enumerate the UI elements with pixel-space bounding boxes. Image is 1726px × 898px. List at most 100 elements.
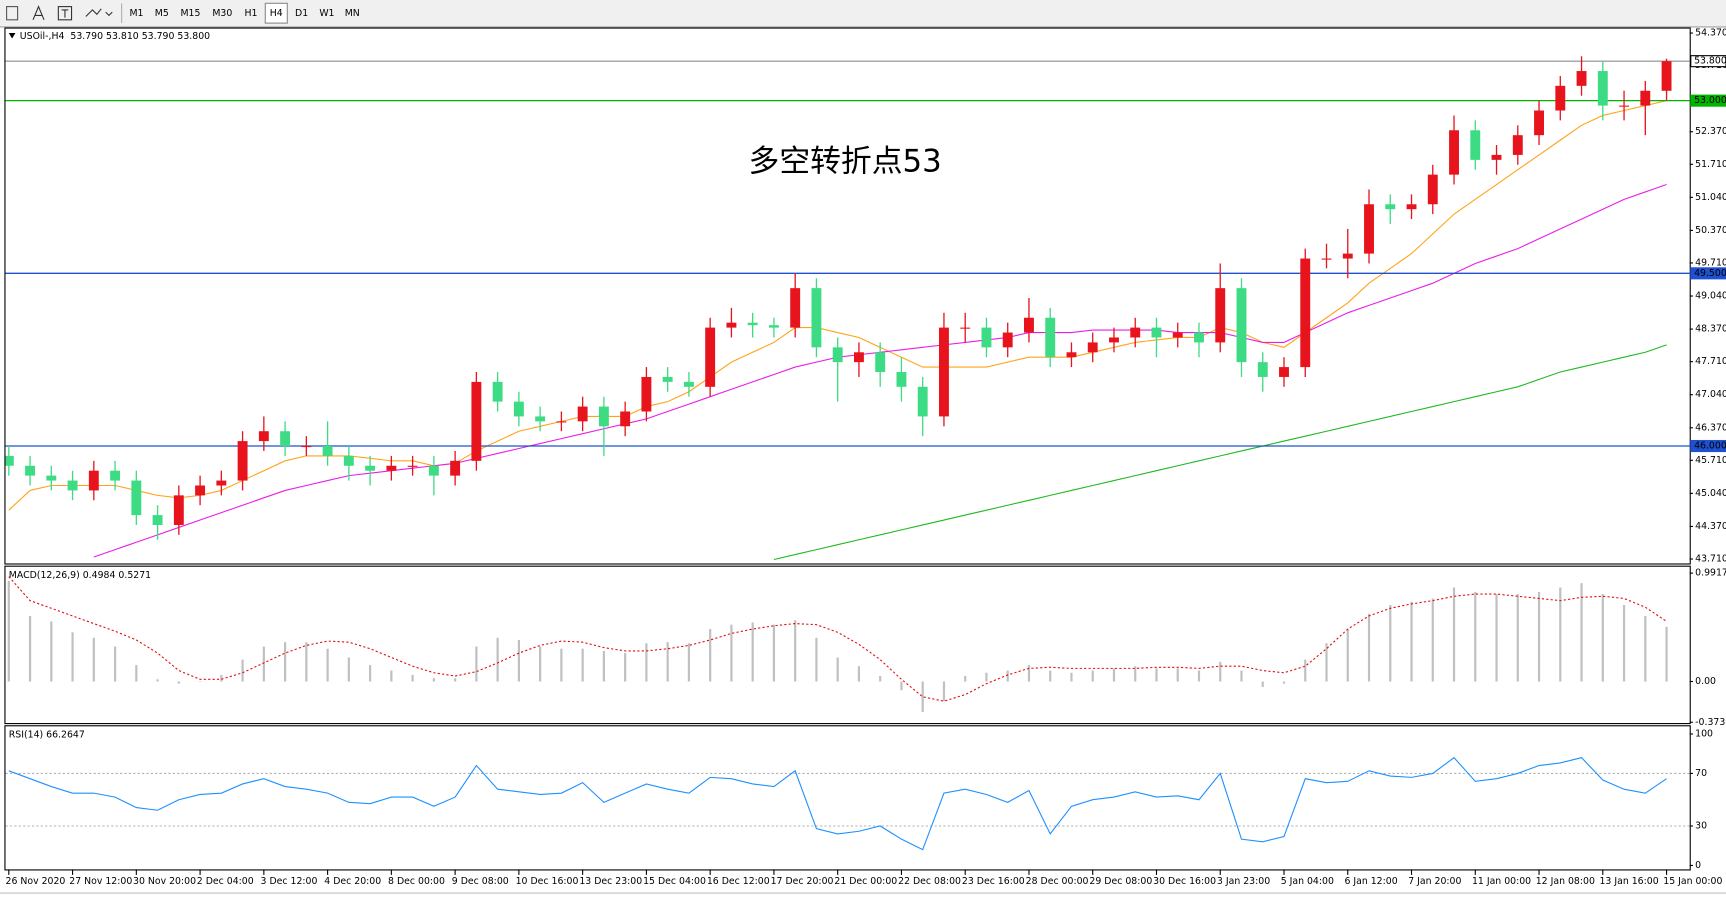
candle-body bbox=[1236, 288, 1247, 363]
timeframe-button[interactable]: W1 bbox=[319, 8, 334, 19]
x-tick-label: 27 Nov 12:00 bbox=[69, 876, 132, 887]
candle-body bbox=[258, 431, 269, 442]
macd-bar bbox=[985, 672, 988, 682]
candle-body bbox=[1300, 258, 1311, 368]
timeframe-button[interactable]: MN bbox=[345, 8, 360, 19]
macd-bar bbox=[496, 637, 499, 682]
macd-bar bbox=[454, 678, 457, 682]
candle-body bbox=[1491, 154, 1502, 160]
macd-bar bbox=[624, 653, 627, 682]
level-label: 46.000 bbox=[1694, 441, 1726, 452]
tool-icon[interactable] bbox=[6, 6, 19, 21]
x-tick-label: 15 Jan 00:00 bbox=[1663, 876, 1722, 887]
candle-body bbox=[705, 327, 716, 387]
candle-body bbox=[535, 416, 546, 422]
x-tick-label: 3 Dec 12:00 bbox=[261, 876, 318, 887]
candle-body bbox=[875, 352, 886, 373]
candle-body bbox=[662, 376, 673, 382]
macd-bar bbox=[794, 620, 797, 682]
y-tick-label: 45.710 bbox=[1695, 455, 1726, 466]
level-label: 53.000 bbox=[1694, 95, 1726, 106]
y-tick-label: 44.370 bbox=[1695, 521, 1726, 532]
candle-body bbox=[237, 441, 248, 481]
candle-body bbox=[1045, 317, 1056, 358]
x-tick-label: 2 Dec 04:00 bbox=[197, 876, 254, 887]
timeframe-button[interactable]: M1 bbox=[129, 8, 143, 19]
candle-body bbox=[832, 347, 843, 363]
x-tick-label: 12 Jan 08:00 bbox=[1536, 876, 1595, 887]
macd-bar bbox=[177, 681, 180, 684]
macd-bar bbox=[751, 622, 754, 682]
timeframe-button[interactable]: M15 bbox=[180, 8, 200, 19]
candle-body bbox=[853, 352, 864, 363]
macd-bar bbox=[836, 657, 839, 682]
timeframe-button[interactable]: H4 bbox=[270, 8, 283, 19]
macd-bar bbox=[1495, 594, 1498, 682]
macd-bar bbox=[283, 642, 287, 682]
x-tick-label: 10 Dec 16:00 bbox=[516, 876, 579, 887]
macd-bar bbox=[1197, 670, 1201, 682]
indicator-title: USOil-,H4 53.790 53.810 53.790 53.800 bbox=[20, 31, 210, 42]
candle-body bbox=[938, 327, 949, 417]
moving-average bbox=[8, 100, 1667, 511]
macd-bar bbox=[411, 674, 414, 682]
macd-bar bbox=[1112, 668, 1116, 682]
macd-bar bbox=[1559, 587, 1562, 682]
timeframe-active-bg[interactable] bbox=[264, 2, 288, 24]
macd-bar bbox=[1410, 601, 1413, 682]
candle-body bbox=[620, 411, 631, 427]
macd-bar bbox=[241, 659, 244, 682]
x-tick-label: 21 Dec 00:00 bbox=[834, 876, 897, 887]
level-label-box bbox=[1690, 94, 1726, 107]
candle-body bbox=[216, 480, 227, 486]
candle-body bbox=[1661, 61, 1672, 91]
macd-bar bbox=[964, 676, 967, 682]
candle-body bbox=[556, 421, 567, 423]
macd-bar bbox=[1516, 594, 1519, 682]
candle-body bbox=[1215, 288, 1226, 343]
tool-icon[interactable] bbox=[32, 5, 45, 21]
candle-body bbox=[1534, 110, 1544, 136]
level-label-box bbox=[1690, 55, 1726, 68]
y-tick-label: 45.040 bbox=[1695, 488, 1726, 499]
timeframe-button[interactable]: M5 bbox=[155, 8, 169, 19]
macd-signal bbox=[8, 576, 1667, 702]
candle-body bbox=[1449, 130, 1459, 175]
macd-bar bbox=[92, 637, 95, 682]
collapse-triangle[interactable] bbox=[8, 33, 16, 39]
candle-body bbox=[492, 381, 503, 402]
x-tick-label: 28 Dec 00:00 bbox=[1026, 876, 1089, 887]
macd-bar bbox=[1580, 583, 1583, 682]
macd-bar bbox=[135, 665, 138, 682]
annotation: 多空转折点53 bbox=[749, 143, 942, 179]
candle-body bbox=[1470, 130, 1481, 160]
candle-body bbox=[896, 372, 907, 387]
timeframe-button[interactable]: M30 bbox=[212, 8, 232, 19]
macd-bar bbox=[1665, 626, 1668, 682]
macd-bar bbox=[262, 646, 265, 682]
candle-body bbox=[1385, 204, 1396, 210]
candle-body bbox=[1279, 367, 1289, 377]
candle-body bbox=[1087, 342, 1098, 353]
macd-bar bbox=[581, 648, 584, 682]
x-tick-label: 17 Dec 20:00 bbox=[771, 876, 834, 887]
macd-panel bbox=[4, 565, 1691, 725]
timeframe-button[interactable]: H1 bbox=[244, 8, 257, 19]
candle-body bbox=[598, 406, 609, 427]
macd-bar bbox=[28, 615, 32, 682]
timeframe-button[interactable]: D1 bbox=[295, 8, 308, 19]
macd-bar bbox=[50, 621, 53, 682]
macd-bar bbox=[602, 650, 605, 682]
candle-body bbox=[726, 322, 737, 328]
y-tick-label: 48.370 bbox=[1695, 324, 1726, 335]
candle-body bbox=[195, 485, 206, 496]
tool-icon[interactable] bbox=[85, 8, 113, 17]
macd-bar bbox=[942, 681, 946, 702]
macd-bar bbox=[220, 674, 223, 682]
candle-body bbox=[450, 460, 461, 476]
tool-icon[interactable] bbox=[61, 9, 69, 18]
macd-bar bbox=[1346, 629, 1349, 682]
tool-icon[interactable] bbox=[57, 6, 73, 21]
macd-bar bbox=[390, 670, 393, 682]
